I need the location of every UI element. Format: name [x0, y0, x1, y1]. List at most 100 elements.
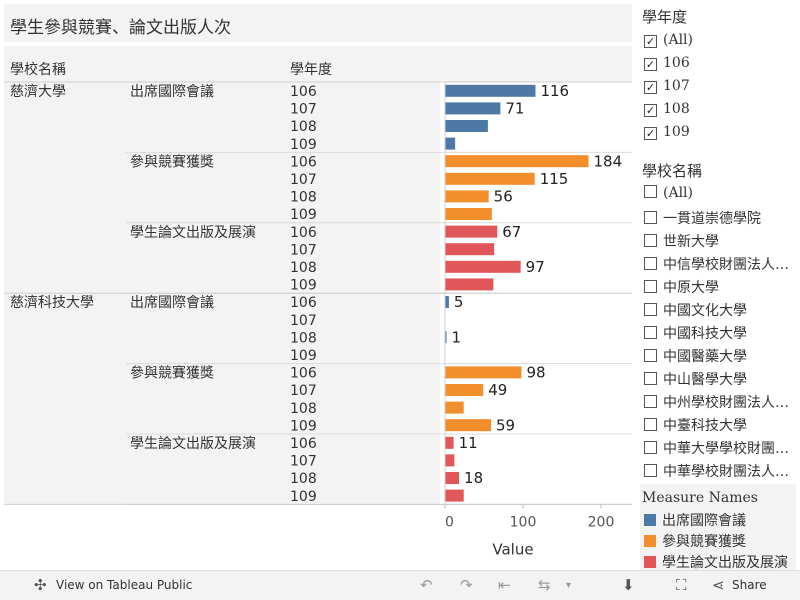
data-label: 11	[459, 434, 478, 452]
school-filter-option[interactable]: 中國文化大學	[644, 300, 794, 322]
school-filter-option[interactable]: 一貫道崇德學院	[644, 208, 794, 230]
data-label: 116	[540, 82, 569, 100]
school-filter-option[interactable]: 中州學校財團法人中州科技大學	[644, 392, 794, 414]
year-label: 109	[290, 278, 317, 294]
school-filter-option[interactable]: 中國科技大學	[644, 323, 794, 345]
data-label: 49	[488, 381, 507, 399]
year-label: 108	[290, 119, 317, 135]
year-label: 109	[290, 489, 317, 505]
checkbox-icon[interactable]	[644, 326, 657, 339]
year-label: 107	[290, 242, 317, 258]
year-label: 109	[290, 137, 317, 153]
year-label: 109	[290, 348, 317, 364]
checkbox-icon[interactable]	[644, 349, 657, 362]
checkbox-icon[interactable]	[644, 257, 657, 270]
measure-group-label: 參與競賽獲獎	[130, 153, 214, 170]
school-filter-option[interactable]: 世新大學	[644, 231, 794, 253]
undo-icon[interactable]: ↶	[420, 576, 433, 594]
school-filter-option[interactable]: 中華大學學校財團法人中華大學	[644, 438, 794, 460]
checkbox-checked-icon[interactable]: ✓	[644, 127, 657, 140]
checkbox-icon[interactable]	[644, 418, 657, 431]
checkbox-icon[interactable]	[644, 185, 657, 198]
year-filter-title: 學年度	[642, 8, 688, 26]
checkbox-icon[interactable]	[644, 372, 657, 385]
school-filter-option-label: (All)	[663, 185, 693, 201]
x-axis-title: Value	[492, 540, 533, 558]
year-label: 109	[290, 207, 317, 223]
year-filter-option[interactable]: ✓ (All)	[644, 32, 794, 54]
legend-label: 學生論文出版及展演	[662, 555, 788, 571]
redo-icon[interactable]: ↷	[460, 576, 473, 594]
checkbox-icon[interactable]	[644, 234, 657, 247]
legend-swatch	[644, 535, 656, 547]
year-filter-option[interactable]: ✓ 108	[644, 101, 794, 123]
x-tick-label: 100	[510, 514, 537, 530]
download-icon[interactable]: ⬇	[622, 576, 635, 594]
legend-item[interactable]: 參與競賽獲獎	[644, 531, 792, 551]
data-label: 98	[526, 364, 545, 382]
school-filter-option[interactable]: 中國醫藥大學	[644, 346, 794, 368]
checkbox-icon[interactable]	[644, 303, 657, 316]
dashboard-main: 學生參與競賽、論文出版人次 學校名稱 學年度 慈濟大學 出席國際會議 106 116 107…	[4, 4, 632, 559]
bar	[445, 296, 449, 308]
legend-item[interactable]: 學生論文出版及展演	[644, 552, 792, 572]
legend-label: 出席國際會議	[662, 513, 746, 529]
bar	[445, 401, 464, 414]
school-label: 慈濟大學	[10, 84, 66, 100]
year-filter-option[interactable]: ✓ 109	[644, 124, 794, 146]
school-filter-option-label: 中華學校財團法人中華科技大學	[663, 464, 794, 480]
bar	[445, 366, 522, 379]
view-on-tableau-link[interactable]: View on Tableau Public	[56, 578, 193, 592]
fullscreen-icon[interactable]: ⛶	[676, 576, 687, 594]
year-filter-option-label: 107	[663, 78, 690, 94]
year-filter-option[interactable]: ✓ 106	[644, 55, 794, 77]
page-title: 學生參與競賽、論文出版人次	[10, 18, 231, 38]
school-filter-option[interactable]: 中原大學	[644, 277, 794, 299]
data-label: 97	[526, 258, 545, 276]
bar	[445, 419, 492, 432]
school-filter-option[interactable]: 中臺科技大學	[644, 415, 794, 437]
school-label: 慈濟科技大學	[10, 295, 94, 311]
year-label: 106	[290, 154, 317, 170]
year-column-header: 學年度	[290, 62, 332, 78]
legend-item[interactable]: 出席國際會議	[644, 510, 792, 530]
measure-group-label: 學生論文出版及展演	[130, 225, 256, 241]
school-filter-title: 學校名稱	[642, 162, 703, 180]
data-label: 115	[540, 170, 569, 188]
share-icon[interactable]: ⋖	[712, 576, 725, 594]
bar	[445, 436, 454, 449]
school-filter-option[interactable]: 中華學校財團法人中華科技大學	[644, 461, 794, 483]
school-filter-option-label: 中州學校財團法人中州科技大學	[663, 395, 794, 411]
filter-panel: 學年度 ✓ (All) ✓ 106 ✓ 107 ✓ 108 ✓ 109 學校名稱 (All) 一貫道…	[636, 0, 800, 572]
data-label: 5	[454, 293, 464, 311]
bar	[445, 102, 501, 115]
revert-icon[interactable]: ⇤	[498, 576, 511, 594]
bar	[445, 172, 535, 185]
checkbox-icon[interactable]	[644, 441, 657, 454]
school-filter-option[interactable]: 中山醫學大學	[644, 369, 794, 391]
checkbox-checked-icon[interactable]: ✓	[644, 58, 657, 71]
checkbox-checked-icon[interactable]: ✓	[644, 104, 657, 117]
checkbox-checked-icon[interactable]: ✓	[644, 35, 657, 48]
checkbox-icon[interactable]	[644, 280, 657, 293]
year-filter-option[interactable]: ✓ 107	[644, 78, 794, 100]
measure-legend: Measure Names 出席國際會議 參與競賽獲獎 學生論文出版及展演	[640, 484, 796, 572]
checkbox-icon[interactable]	[644, 211, 657, 224]
checkbox-checked-icon[interactable]: ✓	[644, 81, 657, 94]
year-label: 107	[290, 454, 317, 470]
refresh-icon[interactable]: ⇆	[538, 576, 551, 594]
chevron-down-icon[interactable]: ▾	[566, 580, 572, 591]
school-filter-option[interactable]: 中信學校財團法人中信金融管理學院	[644, 254, 794, 276]
year-label: 106	[290, 436, 317, 452]
checkbox-icon[interactable]	[644, 395, 657, 408]
bar	[445, 84, 536, 97]
measure-group-label: 參與競賽獲獎	[130, 365, 214, 382]
checkbox-icon[interactable]	[644, 464, 657, 477]
year-filter-option-label: 108	[663, 101, 690, 117]
share-button[interactable]: Share	[732, 578, 767, 592]
bar	[445, 260, 521, 273]
legend-label: 參與競賽獲獎	[662, 534, 746, 550]
school-filter-option[interactable]: (All)	[644, 185, 794, 207]
data-label: 67	[502, 223, 521, 241]
